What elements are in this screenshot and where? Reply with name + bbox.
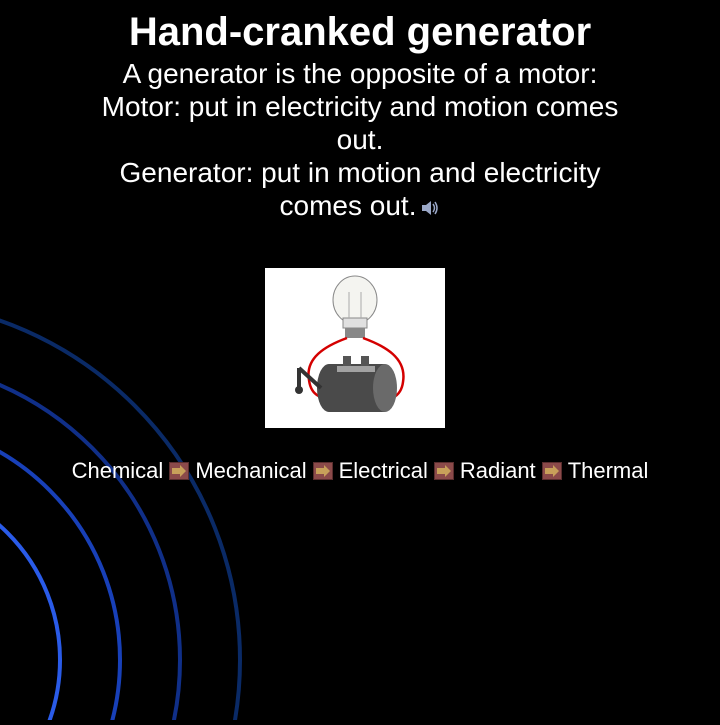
energy-label: Chemical bbox=[72, 458, 164, 484]
body-line: out. bbox=[20, 123, 700, 156]
energy-label: Mechanical bbox=[195, 458, 306, 484]
arrow-icon bbox=[434, 462, 454, 480]
body-line: Motor: put in electricity and motion com… bbox=[20, 90, 700, 123]
energy-label: Electrical bbox=[339, 458, 428, 484]
body-line: A generator is the opposite of a motor: bbox=[20, 57, 700, 90]
slide-title: Hand-cranked generator bbox=[0, 0, 720, 55]
slide-body: A generator is the opposite of a motor: … bbox=[0, 55, 720, 224]
arrow-icon bbox=[169, 462, 189, 480]
body-line: Generator: put in motion and electricity bbox=[20, 156, 700, 189]
arrow-icon bbox=[313, 462, 333, 480]
energy-label: Radiant bbox=[460, 458, 536, 484]
arrow-icon bbox=[542, 462, 562, 480]
energy-chain: Chemical Mechanical Electrical Radiant T… bbox=[0, 458, 720, 484]
body-line: comes out. bbox=[20, 189, 700, 224]
generator-illustration bbox=[265, 268, 445, 428]
energy-label: Thermal bbox=[568, 458, 649, 484]
sound-icon[interactable] bbox=[420, 191, 440, 224]
